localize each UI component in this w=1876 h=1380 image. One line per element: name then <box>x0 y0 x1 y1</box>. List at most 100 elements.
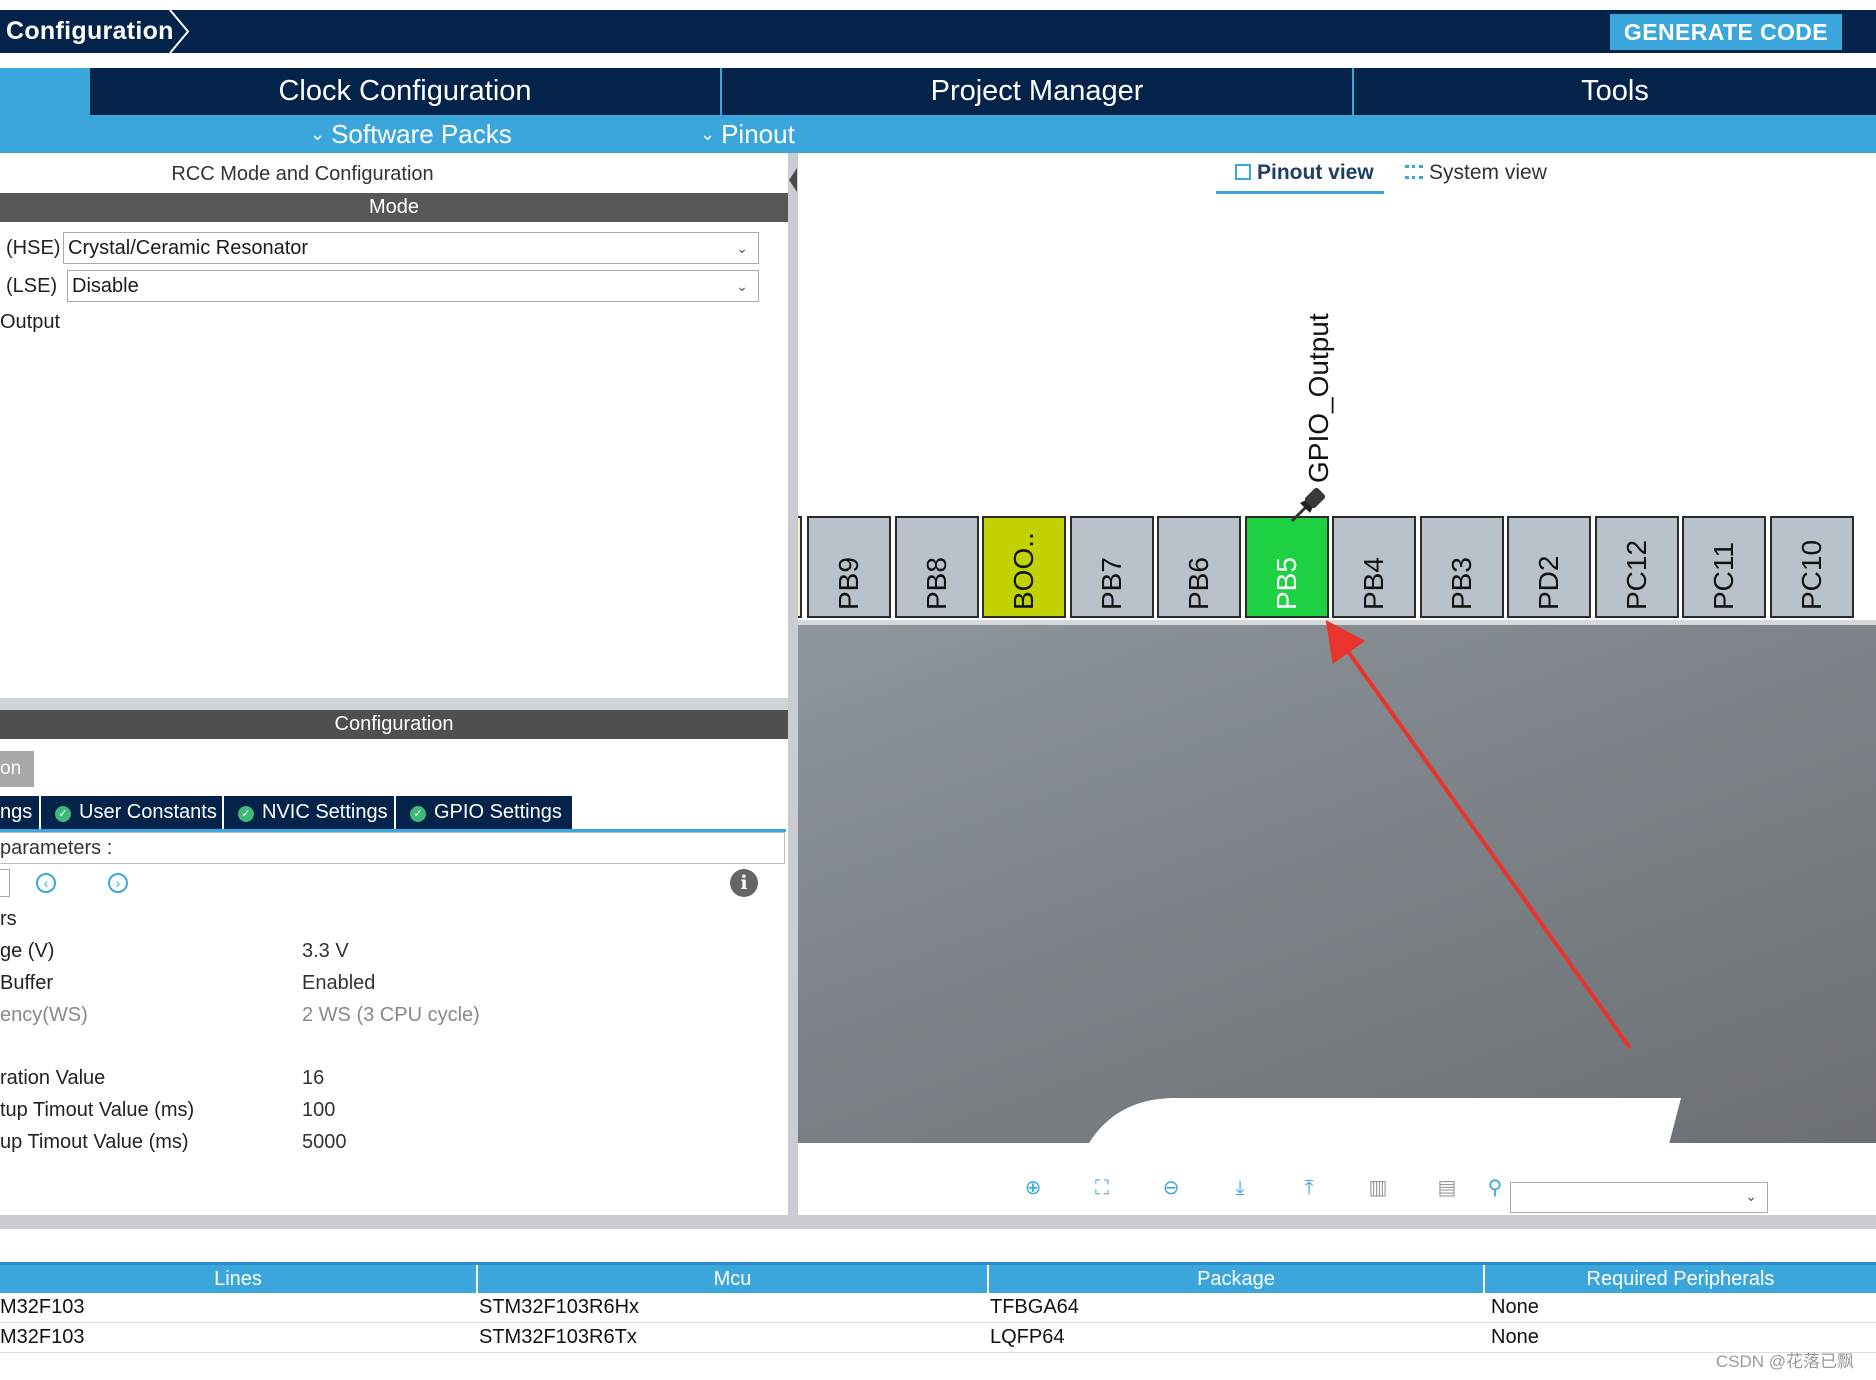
pin-pb6[interactable]: PB6 <box>1157 516 1241 618</box>
vertical-splitter[interactable] <box>788 153 798 1215</box>
panel-title: RCC Mode and Configuration <box>171 163 434 185</box>
param-value[interactable]: 3.3 V <box>302 940 349 962</box>
flip-icon[interactable]: ⤒ <box>1304 1177 1314 1199</box>
pin-pb8[interactable]: PB8 <box>894 516 979 618</box>
pin-pb9[interactable]: PB9 <box>807 516 891 618</box>
grid-icon <box>1405 165 1423 179</box>
cell-lines: M32F103 <box>0 1296 85 1318</box>
check-icon: ✓ <box>55 806 71 822</box>
sub-tab-bar: ⌄ Software Packs ⌄ Pinout <box>0 115 1876 153</box>
configuration-header: Configuration <box>0 710 788 739</box>
param-value[interactable]: 16 <box>302 1067 325 1089</box>
hse-label: (HSE) <box>6 237 61 259</box>
pin-search-select[interactable]: ⌄ <box>1510 1182 1768 1213</box>
pin-partial[interactable] <box>798 516 802 618</box>
chevron-down-icon: ⌄ <box>700 124 716 144</box>
param-name: ency(WS) <box>0 1004 88 1026</box>
bottom-splitter[interactable] <box>0 1215 1876 1229</box>
pushpin-icon <box>1290 487 1326 523</box>
parameters-search-field[interactable]: parameters : <box>0 832 785 864</box>
next-icon[interactable]: › <box>108 873 128 893</box>
col-lines[interactable]: Lines <box>0 1265 478 1293</box>
output-label: Output <box>0 311 61 333</box>
param-name: up Timout Value (ms) <box>0 1131 189 1153</box>
col-required-peripherals[interactable]: Required Peripherals <box>1586 1268 1775 1290</box>
cell-mcu: STM32F103R6Tx <box>479 1326 637 1348</box>
tab-user-constants[interactable]: ✓ User Constants <box>41 796 222 829</box>
pin-pc12[interactable]: PC12 <box>1594 516 1679 618</box>
pin-boo[interactable]: BOO.. <box>982 516 1066 618</box>
rotate-icon[interactable]: ⤓ <box>1235 1177 1245 1199</box>
col-package[interactable]: Package <box>989 1265 1485 1293</box>
breadcrumb-configuration[interactable]: Configuration <box>6 17 174 45</box>
param-name: Buffer <box>0 972 53 994</box>
tab-project-manager[interactable]: Project Manager <box>722 68 1352 115</box>
cell-package: LQFP64 <box>990 1326 1065 1348</box>
pin-pb4[interactable]: PB4 <box>1332 516 1416 618</box>
breadcrumb-chevron-icon <box>169 10 190 53</box>
config-mode-tab[interactable]: on <box>0 751 34 787</box>
chip-cutout <box>1086 1098 1681 1148</box>
pin-pc11[interactable]: PC11 <box>1682 516 1766 618</box>
pinout-view-underline <box>1216 191 1384 194</box>
rcc-mode-panel: RCC Mode and Configuration Mode (HSE) Cr… <box>0 153 788 1215</box>
mode-header: Mode <box>0 193 788 222</box>
param-name: ge (V) <box>0 940 55 962</box>
param-value[interactable]: Enabled <box>302 972 376 994</box>
chevron-down-icon: ⌄ <box>736 240 748 256</box>
chip-icon <box>1235 164 1251 180</box>
lse-select[interactable]: Disable ⌄ <box>67 270 759 302</box>
cell-peripherals: None <box>1491 1326 1539 1348</box>
table-header: Lines Mcu Package Required Peripherals <box>0 1262 1876 1293</box>
pin-pc10[interactable]: PC10 <box>1769 516 1854 618</box>
table-row[interactable]: M32F103 STM32F103R6Hx TFBGA64 None <box>0 1293 1876 1323</box>
watermark: CSDN @花落已飘 <box>1715 1352 1854 1371</box>
fit-screen-icon[interactable]: ⛶ <box>1095 1177 1109 1199</box>
param-name: ration Value <box>0 1067 106 1089</box>
generate-code-button[interactable]: GENERATE CODE <box>1610 14 1842 50</box>
main-tab-bar: Clock Configuration Project Manager Tool… <box>0 68 1876 115</box>
red-arrow-annotation <box>1325 619 1632 1050</box>
tab-tools[interactable]: Tools <box>1354 68 1876 115</box>
param-value[interactable]: 100 <box>302 1099 336 1121</box>
top-bar: Configuration GENERATE CODE <box>0 10 1876 53</box>
system-view-tab[interactable]: System view <box>1405 161 1547 185</box>
cell-package: TFBGA64 <box>990 1296 1079 1318</box>
pin-pd2[interactable]: PD2 <box>1507 516 1591 618</box>
info-icon[interactable]: i <box>730 869 758 897</box>
pin-pb7[interactable]: PB7 <box>1069 516 1154 618</box>
hse-select[interactable]: Crystal/Ceramic Resonator ⌄ <box>63 232 759 264</box>
split-vertical-icon[interactable]: ▥ <box>1368 1177 1388 1199</box>
check-icon: ✓ <box>410 806 426 822</box>
param-value[interactable]: 5000 <box>302 1131 347 1153</box>
pin-pb5[interactable]: PB5 <box>1244 516 1329 618</box>
previous-icon[interactable]: ‹ <box>36 873 56 893</box>
zoom-toolbar: ⊕ ⛶ ⊖ ⤓ ⤒ ▥ ▤ ⚲ ⌄ <box>798 1163 1876 1215</box>
table-row[interactable]: M32F103 STM32F103R6Tx LQFP64 None <box>0 1323 1876 1353</box>
chevron-down-icon: ⌄ <box>310 124 326 144</box>
pinout-view-tab[interactable]: Pinout view <box>1235 161 1374 185</box>
chevron-down-icon: ⌄ <box>736 278 748 294</box>
zoom-out-icon[interactable]: ⊖ <box>1162 1177 1180 1199</box>
mcu-chip-body <box>798 625 1876 1143</box>
panel-divider[interactable] <box>0 698 788 710</box>
param-name: tup Timout Value (ms) <box>0 1099 195 1121</box>
pin-pb3[interactable]: PB3 <box>1419 516 1504 618</box>
lse-label: (LSE) <box>6 275 58 297</box>
col-mcu[interactable]: Mcu <box>478 1265 989 1293</box>
param-name: rs <box>0 908 17 930</box>
tab-gpio-settings[interactable]: ✓ GPIO Settings <box>396 796 572 829</box>
subtab-software-packs[interactable]: ⌄ Software Packs <box>310 119 512 149</box>
search-box-edge[interactable] <box>0 869 10 897</box>
split-horizontal-icon[interactable]: ▤ <box>1437 1177 1457 1199</box>
tab-underline <box>0 829 786 832</box>
cell-lines: M32F103 <box>0 1326 85 1348</box>
subtab-pinout[interactable]: ⌄ Pinout <box>700 119 795 149</box>
chevron-down-icon: ⌄ <box>1745 1188 1757 1204</box>
tab-nvic-settings[interactable]: ✓ NVIC Settings <box>224 796 394 829</box>
tab-clock-configuration[interactable]: Clock Configuration <box>90 68 720 115</box>
zoom-in-icon[interactable]: ⊕ <box>1024 1177 1042 1199</box>
cell-mcu: STM32F103R6Hx <box>479 1296 640 1318</box>
collapse-arrow-icon[interactable] <box>788 165 798 195</box>
tab-parameter-settings[interactable]: ngs <box>0 796 39 829</box>
